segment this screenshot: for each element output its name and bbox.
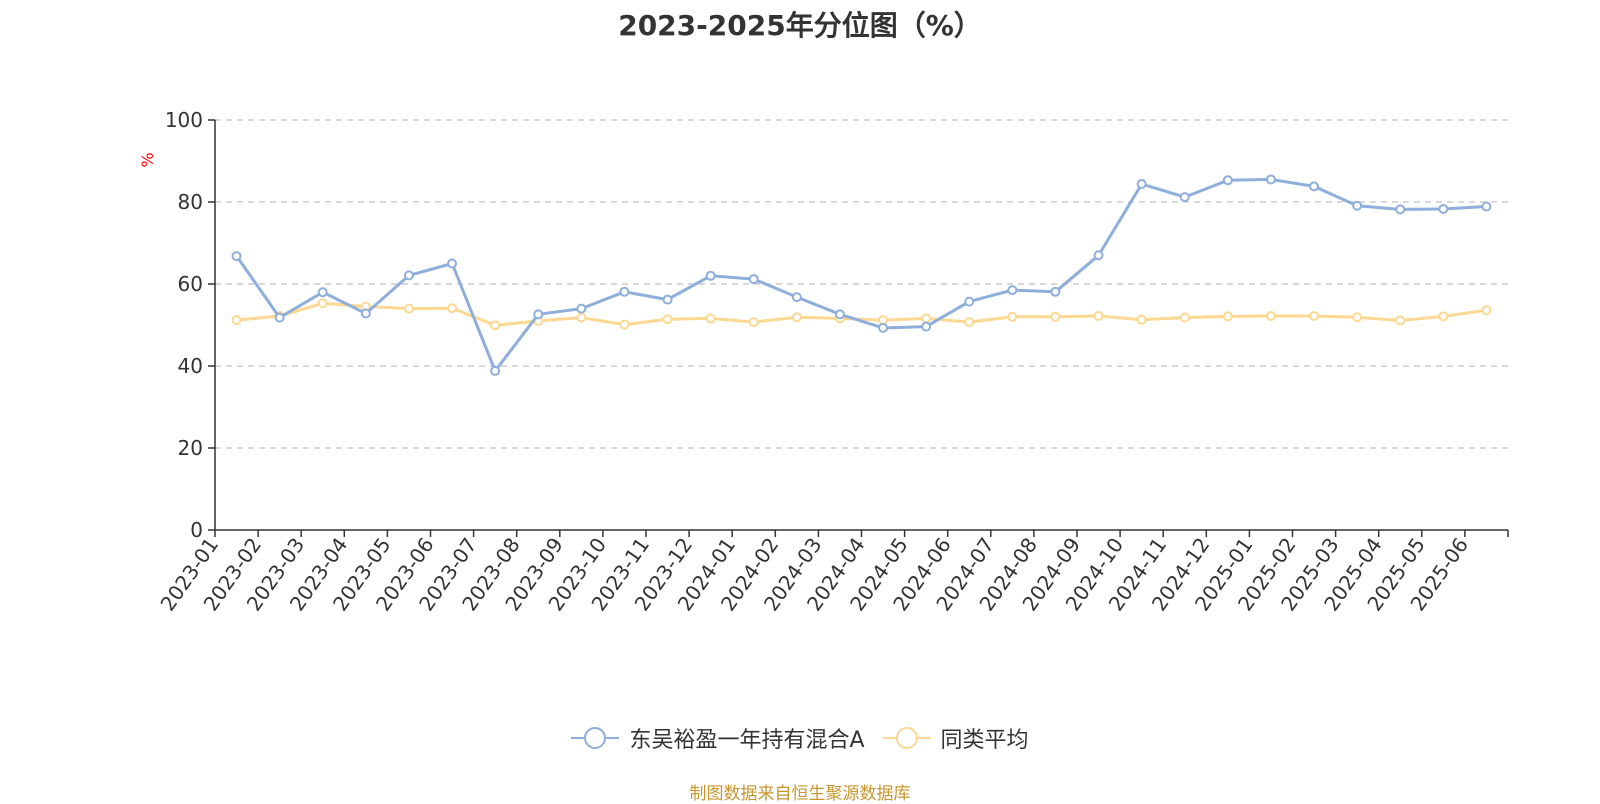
legend: 东吴裕盈一年持有混合A 同类平均: [0, 722, 1600, 754]
series-1-point-2025-01: [1265, 174, 1276, 185]
series-2-point-2025-02: [1309, 310, 1320, 321]
y-axis-unit-label: %: [138, 152, 157, 167]
source-note: 制图数据来自恒生聚源数据库: [689, 784, 911, 804]
series-1-point-2023-10: [619, 286, 630, 297]
legend-label-series-1: 东吴裕盈一年持有混合A: [629, 728, 865, 753]
series-1-point-2024-06: [964, 296, 975, 307]
series-1-point-2023-01: [231, 251, 242, 262]
series-2-point-2023-06: [447, 303, 458, 314]
series-1-line: [235, 177, 1487, 373]
series-2-point-2023-12: [705, 313, 716, 324]
series-2-point-2024-05: [921, 313, 932, 324]
series-1-point-2025-02: [1309, 181, 1320, 192]
series-1-point-2024-04: [878, 322, 889, 333]
series-2-point-2024-06: [964, 317, 975, 328]
series-2-point-2025-04: [1395, 315, 1406, 326]
series-1: [231, 174, 1492, 376]
legend-swatch-series-1: [571, 727, 620, 749]
series-1-point-2025-03: [1352, 200, 1363, 211]
series-1-point-2024-08: [1050, 286, 1061, 297]
y-tick-label-40: 40: [178, 354, 203, 378]
series-1-point-2023-08: [533, 309, 544, 320]
series-2-point-2023-10: [619, 319, 630, 330]
series-1-point-2024-01: [748, 274, 759, 285]
legend-item-series-1[interactable]: 东吴裕盈一年持有混合A: [571, 722, 865, 754]
series-2-point-2024-09: [1093, 310, 1104, 321]
y-tick-label-60: 60: [178, 272, 203, 296]
series-2-point-2023-09: [576, 312, 587, 323]
series-2-point-2023-03: [317, 298, 328, 309]
series-2-point-2023-11: [662, 314, 673, 325]
series-1-point-2023-11: [662, 294, 673, 305]
y-tick-label-0: 0: [190, 518, 203, 542]
series-2-point-2024-07: [1007, 311, 1018, 322]
series-2-point-2024-12: [1222, 311, 1233, 322]
y-tick-label-80: 80: [178, 190, 203, 214]
series-2-point-2024-11: [1179, 312, 1190, 323]
series-1-point-2023-02: [274, 312, 285, 323]
series-2: [231, 298, 1492, 331]
series-1-point-2024-07: [1007, 285, 1018, 296]
legend-item-series-2[interactable]: 同类平均: [882, 722, 1029, 754]
series-2-point-2025-06: [1481, 305, 1492, 316]
series-1-point-2024-12: [1222, 175, 1233, 186]
series-2-point-2025-03: [1352, 312, 1363, 323]
series-1-point-2024-03: [834, 309, 845, 320]
series-1-point-2024-10: [1136, 178, 1147, 189]
series-2-point-2025-05: [1438, 311, 1449, 322]
series-1-point-2023-04: [360, 308, 371, 319]
series-1-point-2025-06: [1481, 201, 1492, 212]
series-1-point-2023-09: [576, 303, 587, 314]
series-2-point-2023-01: [231, 315, 242, 326]
legend-swatch-series-2: [882, 727, 931, 749]
series-2-line: [236, 301, 1487, 327]
series-lines: [231, 174, 1492, 376]
chart-title: 2023-2025年分位图（%）: [618, 9, 982, 42]
series-2-point-2024-01: [748, 317, 759, 328]
series-1-point-2023-06: [447, 258, 458, 269]
series-2-point-2025-01: [1265, 310, 1276, 321]
series-1-point-2025-05: [1438, 203, 1449, 214]
series-1-point-2024-02: [791, 292, 802, 303]
series-1-point-2023-12: [705, 270, 716, 281]
series-2-point-2024-08: [1050, 311, 1061, 322]
series-2-point-2024-10: [1136, 314, 1147, 325]
gridlines: [215, 119, 1508, 449]
series-1-point-2024-05: [921, 321, 932, 332]
series-2-point-2023-07: [490, 320, 501, 331]
series-1-point-2025-04: [1395, 204, 1406, 215]
series-1-point-2024-11: [1179, 192, 1190, 203]
series-1-point-2023-05: [403, 270, 414, 281]
y-tick-label-20: 20: [178, 436, 203, 460]
series-1-point-2023-03: [317, 287, 328, 298]
y-tick-label-100: 100: [165, 108, 203, 132]
series-1-point-2023-07: [490, 365, 501, 376]
series-2-point-2023-05: [403, 303, 414, 314]
legend-label-series-2: 同类平均: [940, 728, 1029, 753]
series-2-point-2024-02: [791, 312, 802, 323]
series-1-point-2024-09: [1093, 250, 1104, 261]
